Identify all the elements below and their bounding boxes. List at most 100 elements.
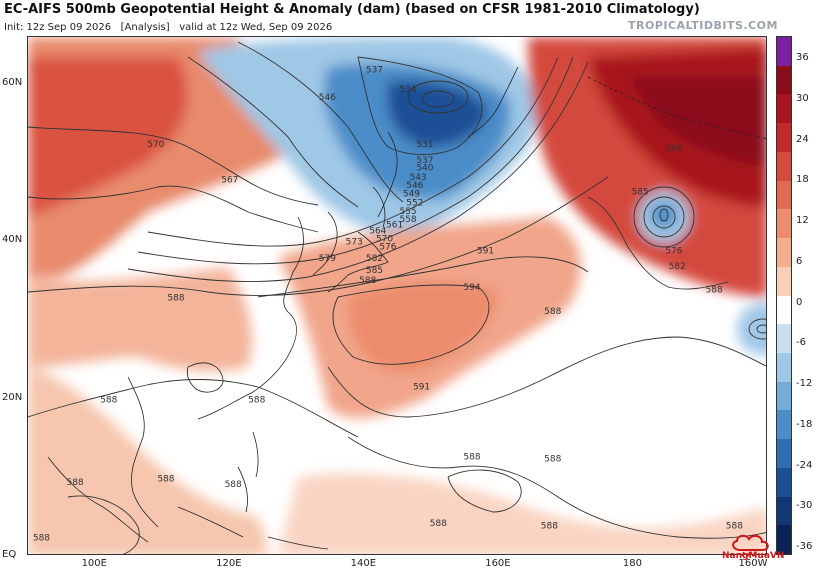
colorbar-label: 24 — [796, 133, 809, 145]
colorbar-segment — [777, 209, 791, 239]
contour-cutoff-inner — [652, 205, 676, 229]
contour-label: 534 — [399, 85, 416, 95]
contour-label: 594 — [463, 283, 480, 293]
colorbar-label: 6 — [796, 255, 803, 267]
contour-label: 591 — [413, 382, 430, 392]
contour-label: 576 — [665, 246, 682, 256]
latitude-label: 40N — [2, 234, 23, 246]
colorbar-label: 18 — [796, 174, 809, 186]
colorbar-segment — [777, 439, 791, 469]
colorbar-segment — [777, 123, 791, 153]
contour-585-east — [587, 196, 729, 290]
analysis-tag: [Analysis] — [120, 22, 170, 33]
colorbar-segment — [777, 496, 791, 526]
contour-label: 552 — [406, 198, 423, 208]
contour-label: 588 — [248, 396, 265, 406]
longitude-label: 140E — [350, 558, 377, 569]
contour-label: 537 — [366, 65, 383, 75]
colorbar-segment — [777, 151, 791, 182]
contour-label: 588 — [33, 533, 50, 543]
contour-labels: 5375345465315375405435465495525555585615… — [33, 65, 743, 543]
longitude-label: 100E — [81, 558, 107, 569]
contour-570 — [28, 126, 319, 206]
contour-label: 540 — [416, 164, 433, 174]
latitude-label: 20N — [2, 391, 23, 403]
contour-label: 543 — [410, 173, 427, 183]
colorbar-segment — [777, 525, 791, 555]
contour-594 — [332, 284, 490, 365]
colorbar-segment — [777, 180, 791, 210]
init-time: Init: 12z Sep 09 2026 — [4, 22, 112, 33]
longitude-label: 160E — [485, 558, 511, 569]
contour-label: 588 — [225, 480, 242, 490]
contour-cutoff-outer — [633, 186, 695, 248]
cold-anomaly-east — [737, 303, 766, 355]
colorbar-label: -36 — [796, 541, 813, 552]
longitude-label: 160W — [738, 558, 768, 569]
contour-585 — [127, 61, 589, 283]
contour-label: 549 — [403, 190, 420, 200]
contour-579 — [137, 56, 574, 265]
colorbar-segment — [777, 410, 791, 440]
watermark-text: NangMuaVN — [722, 551, 785, 561]
contour-label: 573 — [346, 238, 363, 248]
contour-588-north — [28, 176, 609, 296]
contour-label: 588 — [544, 455, 561, 465]
contour-588-ridge — [327, 336, 766, 418]
contour-531 — [407, 80, 469, 114]
colorbar-segment — [777, 467, 791, 498]
cloud-logo-icon — [732, 534, 769, 557]
coast-japan — [327, 231, 389, 293]
contour-label: 588 — [541, 521, 558, 531]
longitude-label: 120E — [216, 558, 242, 569]
colorbar-segment — [777, 94, 791, 124]
cold-anomaly-core — [387, 80, 488, 147]
contour-label: 588 — [66, 478, 83, 488]
contour-east-low-core — [756, 324, 766, 334]
contour-label: 558 — [399, 215, 416, 225]
colorbar-segment — [777, 238, 791, 268]
colorbar-segment — [777, 352, 791, 383]
warm-anomaly-west-core — [28, 57, 188, 217]
colorbar-segment — [777, 37, 791, 67]
colorbar-label: -30 — [796, 500, 813, 512]
contour-label: 582 — [669, 262, 686, 272]
coastlines — [47, 66, 766, 550]
contour-label: 561 — [386, 220, 403, 230]
contour-label: 585 — [632, 187, 649, 197]
warm-anomaly-northeast-peak — [628, 77, 766, 167]
map-title: EC-AIFS 500mb Geopotential Height & Anom… — [4, 2, 700, 17]
coast-indochina — [127, 376, 159, 528]
contour-567 — [28, 185, 319, 233]
contour-label: 588 — [544, 307, 561, 317]
colorbar-segment — [777, 295, 791, 325]
contour-588-tropics — [347, 436, 766, 539]
contour-label: 546 — [406, 181, 423, 191]
contour-label: 588 — [430, 519, 447, 529]
colorbar-label: -6 — [796, 337, 806, 349]
contour-537 — [237, 41, 404, 203]
contour-label: 570 — [147, 140, 164, 150]
colorbar-segment — [777, 65, 791, 95]
contour-label: 588 — [100, 396, 117, 406]
contour-label: 588 — [359, 276, 376, 286]
contour-label: 588 — [167, 293, 184, 303]
contour-label: 588 — [157, 474, 174, 484]
colorbar-label: 0 — [796, 296, 803, 308]
contour-label: 591 — [477, 246, 494, 256]
colorbar-label: 12 — [796, 215, 809, 226]
colorbar-segment — [777, 324, 791, 354]
longitude-label: 180 — [622, 558, 642, 569]
anomaly-map: 5375345465315375405435465495525555585615… — [28, 37, 766, 554]
contour-east-low-outer — [748, 318, 766, 340]
contour-label: 588 — [665, 144, 682, 154]
coast-philippines — [237, 431, 259, 513]
contour-588-sw — [28, 379, 359, 438]
contour-cutoff-core — [659, 208, 669, 222]
warm-anomaly-tropics — [278, 473, 766, 554]
coast-korea — [312, 211, 338, 276]
contour-label: 567 — [221, 175, 238, 185]
contour-label: 546 — [319, 93, 336, 103]
map-panel: 537 534 546 531 537 540 543 546 549 552 555 558 561 5… — [27, 36, 767, 555]
contour-label: 537 — [416, 156, 433, 166]
